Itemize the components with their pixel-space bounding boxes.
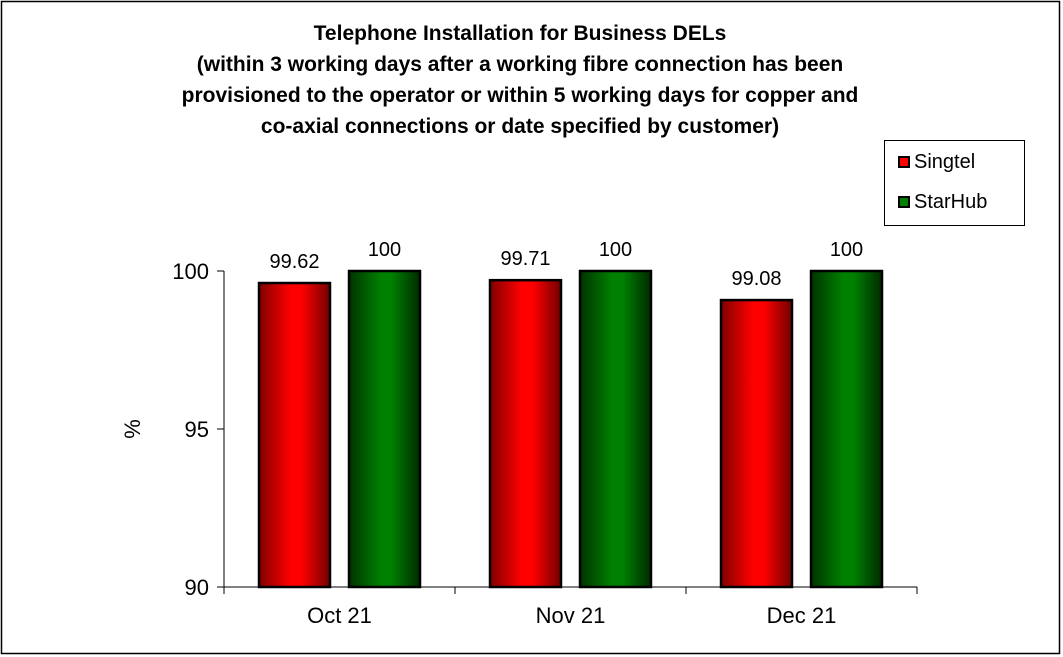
data-label-singtel-2: 99.08 xyxy=(731,268,781,290)
bar-singtel-0 xyxy=(257,281,332,589)
chart-title: Telephone Installation for Business DELs… xyxy=(182,22,859,138)
plot-area: 99.62 100 Oct 21 99.71 100 Nov 21 99.08 100 Dec … xyxy=(120,239,918,628)
bar-starhub-2 xyxy=(809,269,884,589)
bar-starhub-1 xyxy=(578,269,653,589)
data-label-singtel-1: 99.71 xyxy=(500,248,550,270)
title-line-0: Telephone Installation for Business DELs xyxy=(314,22,727,45)
legend-swatch-singtel xyxy=(898,156,910,168)
bar-singtel-1 xyxy=(488,278,563,589)
title-line-1: (within 3 working days after a working f… xyxy=(197,53,843,76)
data-label-starhub-1: 100 xyxy=(599,239,632,261)
legend-label-starhub: StarHub xyxy=(914,191,987,213)
legend-swatch-starhub xyxy=(898,196,910,208)
y-tick-label-1: 95 xyxy=(185,417,209,442)
bar-singtel-2 xyxy=(719,298,794,589)
x-tick-label-2: Dec 21 xyxy=(767,603,837,628)
data-label-starhub-2: 100 xyxy=(830,239,863,261)
legend-label-singtel: Singtel xyxy=(914,151,975,173)
data-label-starhub-0: 100 xyxy=(368,239,401,261)
title-line-3: co-axial connections or date specified b… xyxy=(261,115,779,138)
y-tick-label-2: 100 xyxy=(172,259,209,284)
y-axis-label: % xyxy=(120,419,145,439)
bar-starhub-0 xyxy=(347,269,422,589)
data-label-singtel-0: 99.62 xyxy=(269,251,319,273)
y-tick-label-0: 90 xyxy=(185,575,209,600)
legend: Singtel StarHub xyxy=(884,140,1025,226)
x-tick-label-1: Nov 21 xyxy=(536,603,606,628)
title-line-2: provisioned to the operator or within 5 … xyxy=(182,84,859,107)
legend-box xyxy=(884,140,1025,226)
x-tick-label-0: Oct 21 xyxy=(307,603,372,628)
